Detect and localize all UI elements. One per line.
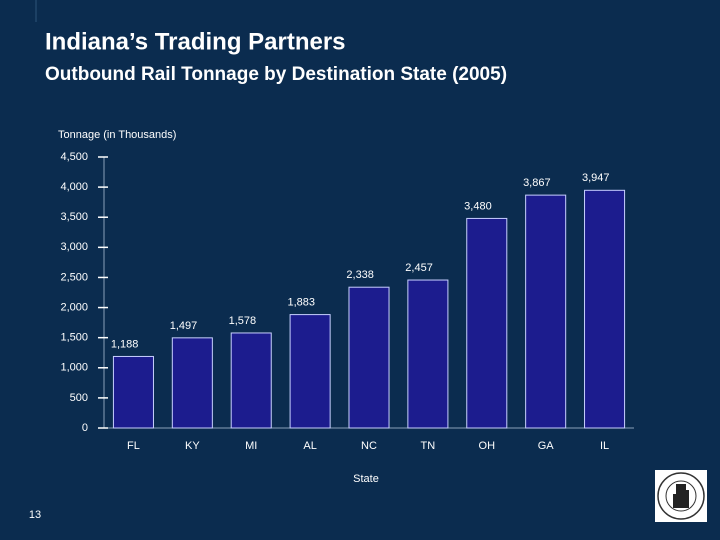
bar (584, 189, 626, 429)
x-tick-label: AL (303, 440, 316, 452)
x-tick-label: TN (421, 440, 436, 452)
y-tick-label: 3,500 (60, 211, 88, 223)
x-tick-label: IL (600, 440, 609, 452)
x-axis-label: State (353, 473, 379, 485)
bar (112, 355, 154, 429)
chart-title: Indiana’s Trading Partners (45, 28, 346, 55)
bar (230, 332, 272, 429)
bar (289, 314, 331, 429)
y-tick-label: 3,000 (60, 241, 88, 253)
x-tick-label: KY (185, 440, 200, 452)
value-label: 3,947 (582, 172, 610, 184)
seal-state-shape (673, 484, 689, 508)
value-label: 1,188 (111, 338, 139, 350)
bar (525, 194, 567, 429)
x-tick-label: MI (245, 440, 257, 452)
x-tick-label: NC (361, 440, 377, 452)
bar (466, 217, 508, 429)
value-label: 1,497 (170, 320, 198, 332)
value-label: 1,883 (288, 297, 316, 309)
y-tick-label: 4,500 (60, 151, 88, 163)
value-label: 3,867 (523, 177, 551, 189)
x-tick-label: GA (538, 440, 555, 452)
seal-logo (655, 470, 707, 522)
y-tick-label: 2,000 (60, 301, 88, 313)
x-tick-label: OH (479, 440, 496, 452)
y-tick-label: 1,500 (60, 332, 88, 344)
seal-ring (657, 472, 705, 520)
value-label: 1,578 (229, 315, 257, 327)
bar (171, 337, 213, 429)
y-tick-label: 0 (82, 422, 88, 434)
y-tick-label: 2,500 (60, 271, 88, 283)
bar (407, 279, 449, 429)
y-tick-label: 4,000 (60, 181, 88, 193)
y-tick-label: 500 (70, 392, 88, 404)
value-label: 3,480 (464, 200, 492, 212)
y-tick-label: 1,000 (60, 362, 88, 374)
chart-subtitle: Outbound Rail Tonnage by Destination Sta… (45, 64, 507, 85)
x-tick-label: FL (127, 440, 140, 452)
value-label: 2,457 (405, 262, 433, 274)
page-number: 13 (29, 509, 41, 521)
bar (348, 286, 390, 429)
y-axis-label: Tonnage (in Thousands) (58, 129, 176, 141)
value-label: 2,338 (346, 269, 374, 281)
seal-inner-ring (665, 480, 697, 512)
